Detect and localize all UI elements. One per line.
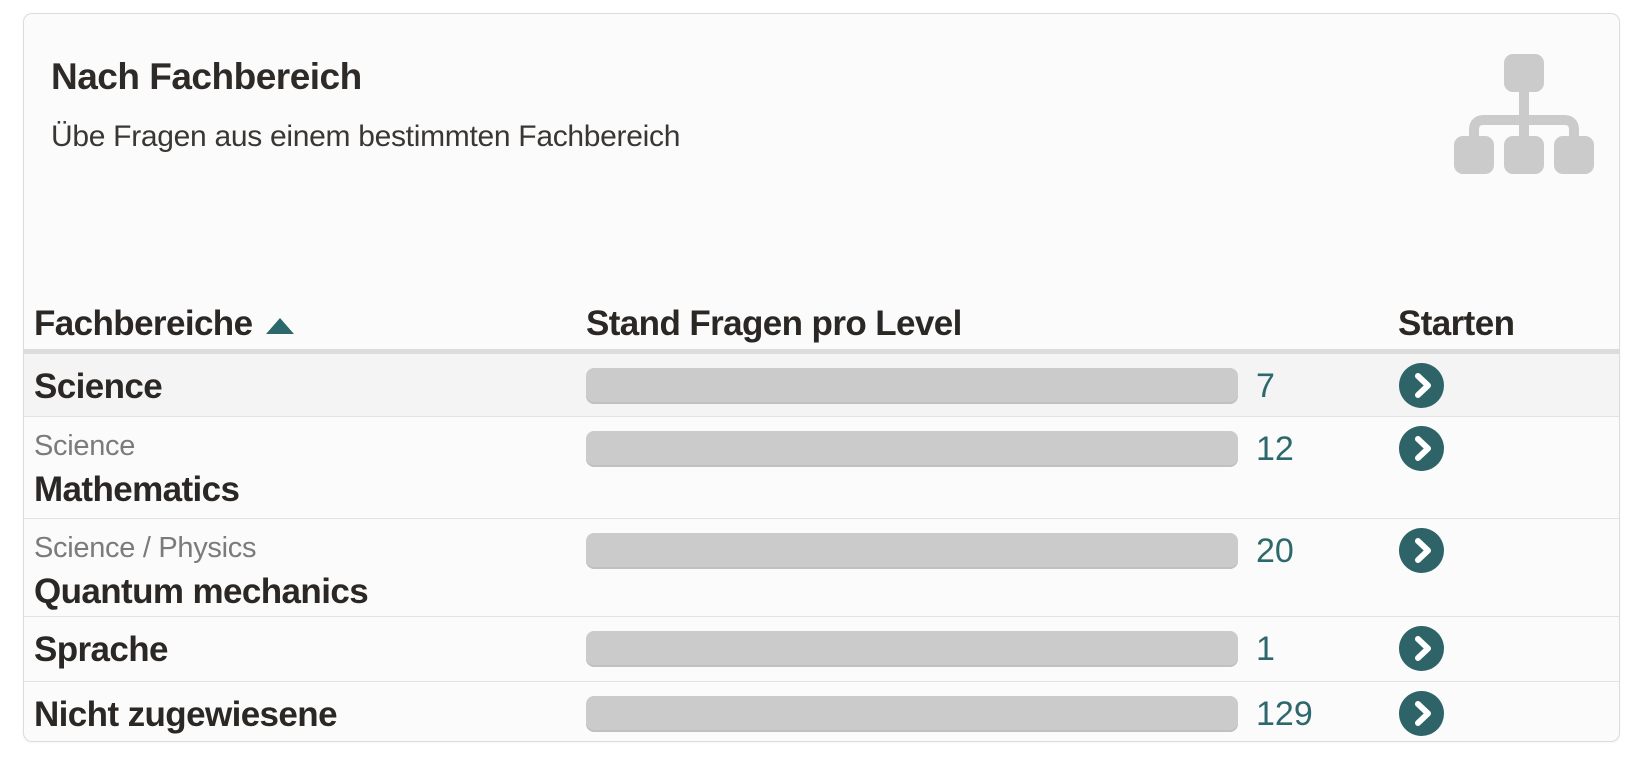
level-progress-bar [586, 533, 1238, 569]
chevron-right-icon [1415, 701, 1431, 726]
fachbereich-name: Mathematics [34, 470, 240, 509]
column-header-fachbereiche[interactable]: Fachbereiche [34, 304, 295, 344]
fachbereich-name: Sprache [34, 630, 169, 669]
start-button[interactable] [1399, 426, 1444, 471]
question-count: 12 [1256, 430, 1294, 468]
chevron-right-icon [1415, 538, 1431, 563]
table-row: Science Mathematics 12 [24, 416, 1619, 518]
level-progress-bar [586, 368, 1238, 404]
table-row: Science 7 [24, 354, 1619, 416]
chevron-right-icon [1415, 436, 1431, 461]
sort-asc-icon [266, 318, 295, 334]
question-count: 129 [1256, 695, 1313, 733]
column-header-fachbereiche-label: Fachbereiche [34, 304, 253, 343]
table-row: Science / Physics Quantum mechanics 20 [24, 518, 1619, 616]
start-button[interactable] [1399, 363, 1444, 408]
question-count: 20 [1256, 532, 1294, 570]
column-header-starten: Starten [1398, 304, 1515, 343]
start-button[interactable] [1399, 528, 1444, 573]
nach-fachbereich-card: Nach Fachbereich Übe Fragen aus einem be… [23, 13, 1620, 742]
fachbereich-path: Science [34, 430, 136, 462]
question-count: 7 [1256, 367, 1275, 405]
fachbereich-name: Science [34, 367, 163, 406]
fachbereich-name: Nicht zugewiesene [34, 695, 338, 734]
table-row: Nicht zugewiesene 129 [24, 681, 1619, 741]
page-title: Nach Fachbereich [51, 56, 362, 97]
start-button[interactable] [1399, 691, 1444, 736]
column-header-stand: Stand Fragen pro Level [586, 304, 962, 343]
level-progress-bar [586, 431, 1238, 467]
question-count: 1 [1256, 630, 1275, 668]
page-subtitle: Übe Fragen aus einem bestimmten Fachbere… [51, 120, 681, 153]
fachbereich-name: Quantum mechanics [34, 572, 369, 611]
chevron-right-icon [1415, 636, 1431, 661]
table-row: Sprache 1 [24, 616, 1619, 681]
fachbereich-path: Science / Physics [34, 532, 257, 564]
sitemap-icon [1454, 54, 1594, 174]
chevron-right-icon [1415, 373, 1431, 398]
start-button[interactable] [1399, 626, 1444, 671]
table-header: Fachbereiche Stand Fragen pro Level Star… [24, 284, 1619, 354]
level-progress-bar [586, 631, 1238, 667]
level-progress-bar [586, 696, 1238, 732]
